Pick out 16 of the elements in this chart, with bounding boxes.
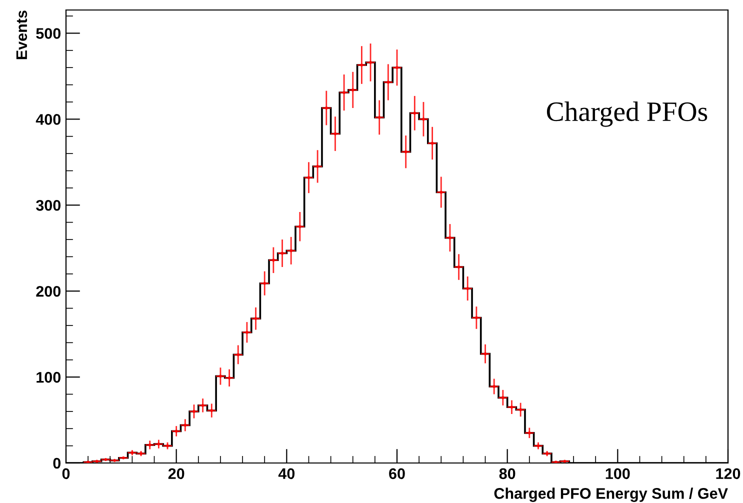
x-tick-label: 60 (389, 468, 405, 480)
y-tick-label: 300 (36, 200, 61, 211)
x-tick-label: 100 (606, 468, 630, 480)
x-tick-label: 20 (168, 468, 184, 480)
y-tick-label: 100 (36, 372, 61, 383)
x-axis-title: Charged PFO Energy Sum / GeV (494, 488, 728, 502)
annotation: Charged PFOs (546, 102, 708, 127)
x-tick-label: 80 (499, 468, 516, 480)
x-tick-label: 40 (278, 468, 295, 480)
y-axis-title: Events (16, 10, 28, 60)
y-tick-label: 400 (36, 114, 61, 125)
x-tick-label: 120 (716, 468, 740, 480)
y-tick-label: 200 (36, 286, 61, 297)
y-tick-label: 0 (53, 458, 61, 469)
y-tick-label: 500 (36, 28, 61, 39)
x-tick-label: 0 (62, 468, 70, 480)
